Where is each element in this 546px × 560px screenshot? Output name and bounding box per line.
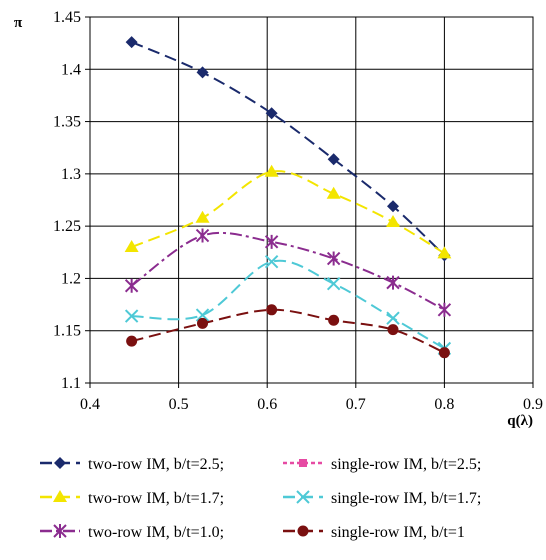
data-point [197,317,209,329]
series-2 [124,164,452,259]
series-0 [125,36,451,262]
y-tick-label: 1.25 [53,218,81,235]
y-tick-label: 1.35 [53,114,81,131]
legend-label: two-row IM, b/t=2.5; [88,456,224,473]
y-tick-label: 1.1 [61,375,81,392]
data-point [387,200,400,213]
data-point [326,251,341,266]
data-point [195,228,210,243]
legend-entry: single-row IM, b/t=1 [283,524,465,541]
data-point [124,240,139,253]
series-line [131,41,446,257]
data-point [437,246,452,259]
data-point [386,311,400,325]
data-point [328,314,340,326]
legend-label: single-row IM, b/t=2.5; [331,456,481,473]
series-group [124,36,452,359]
data-point [386,214,401,227]
x-tick-label: 0.7 [346,396,366,413]
data-point [264,254,279,269]
legend-label: single-row IM, b/t=1.7; [331,490,481,507]
series-4 [124,228,452,317]
y-tick-label: 1.3 [61,166,81,183]
data-point [124,309,139,323]
data-point [264,234,279,249]
data-point [264,164,279,177]
x-tick-labels: 0.4 0.5 0.6 0.7 0.8 0.9 [80,396,543,413]
x-tick-label: 0.5 [169,396,189,413]
x-tick-label: 0.6 [257,396,277,413]
legend-label: two-row IM, b/t=1.7; [88,490,224,507]
legend-marker [296,490,310,504]
x-axis-label: q(λ) [507,413,533,429]
y-tick-label: 1.45 [53,9,81,26]
y-tick-label: 1.4 [61,61,81,78]
grid-lines [85,16,534,388]
x-tick-label: 0.4 [80,396,100,413]
legend-label: two-row IM, b/t=1.0; [88,524,224,541]
legend-marker [54,457,66,469]
data-point [126,335,138,347]
data-point [326,276,341,291]
data-point [265,107,278,120]
x-tick-label: 0.8 [434,396,454,413]
y-tick-label: 1.15 [53,323,81,340]
data-point [125,36,138,49]
data-point [326,186,341,199]
data-point [327,153,340,166]
data-point [195,210,210,223]
data-point [266,304,278,316]
data-point [124,278,139,293]
data-point [438,347,450,359]
legend-marker [53,524,67,538]
data-point [437,302,452,317]
y-tick-labels: 1.1 1.15 1.2 1.25 1.3 1.35 1.4 1.45 [53,9,81,392]
plot-area [89,16,534,384]
data-point [196,66,209,79]
y-tick-label: 1.2 [61,270,81,287]
data-point [386,275,400,290]
x-tick-label: 0.9 [523,396,543,413]
series-3 [124,254,452,356]
data-point [387,324,399,336]
data-point [195,308,210,322]
y-axis-label: π [14,15,23,31]
legend-entry: single-row IM, b/t=2.5; [283,456,481,473]
legend-entry: two-row IM, b/t=1.7; [40,490,224,507]
legend-entry: two-row IM, b/t=1.0; [40,524,224,541]
legend-entry: two-row IM, b/t=2.5; [40,456,224,473]
legend-marker [297,525,309,537]
legend-entry: single-row IM, b/t=1.7; [283,490,481,507]
legend: two-row IM, b/t=2.5; single-row IM, b/t=2… [40,456,481,541]
series-line [131,308,445,354]
legend-label: single-row IM, b/t=1 [331,524,465,541]
legend-marker [299,459,307,467]
legend-marker [53,490,67,502]
series-5 [126,304,450,359]
